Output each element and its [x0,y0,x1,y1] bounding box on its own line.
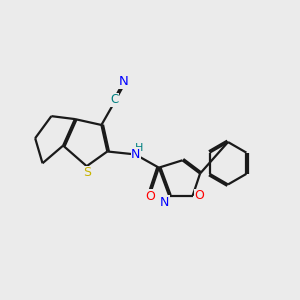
Text: N: N [160,196,169,208]
Text: O: O [145,190,155,203]
Text: C: C [110,93,118,106]
Text: N: N [131,148,141,161]
Text: H: H [135,143,143,153]
Text: N: N [118,75,128,88]
Text: O: O [194,189,204,202]
Text: S: S [83,166,91,179]
